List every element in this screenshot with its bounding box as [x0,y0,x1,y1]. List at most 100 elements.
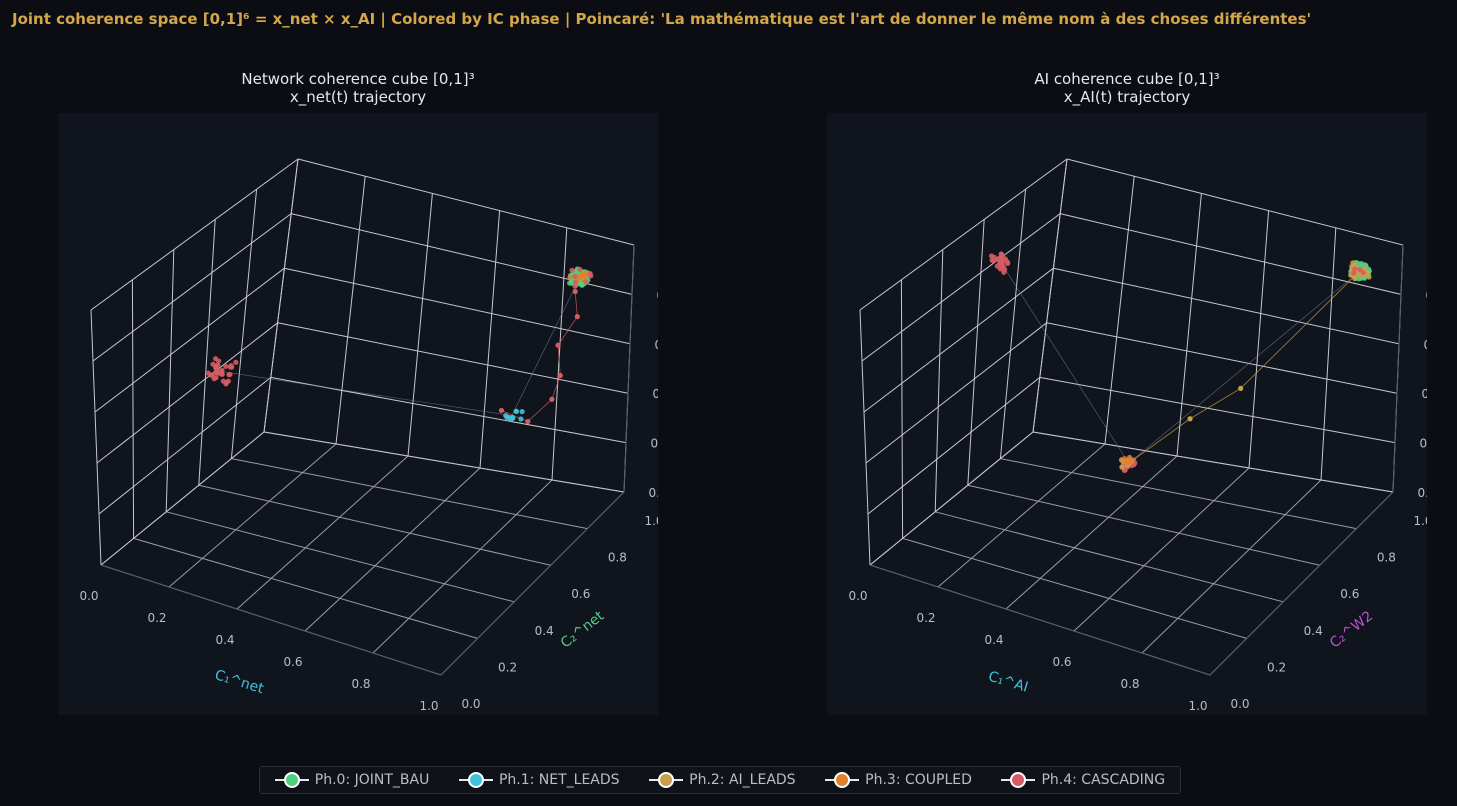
wall-grid-line [92,213,292,362]
panel-title: Network coherence cube [0,1]³ x_net(t) t… [58,70,658,106]
data-point [567,274,573,280]
wall-grid-line [863,267,1054,413]
trajectory-segment [221,371,512,416]
wall-grid-line [859,309,871,566]
x-tick-label: 0.8 [1120,677,1139,691]
floor-grid-line [902,537,1247,639]
data-point [211,376,217,382]
floor-grid-line [168,443,337,588]
data-point [1365,270,1371,276]
data-point [519,409,525,415]
z-tick-label: 0.0 [648,486,658,500]
z-tick-label: 0.4 [652,387,658,401]
floor-grid-line [372,479,553,654]
panel-title-line1: Network coherence cube [0,1]³ [241,70,475,88]
legend-item-phase-3[interactable]: Ph.3: COUPLED [825,772,972,788]
y-tick-label: 0.4 [1304,624,1323,638]
legend-label: Ph.3: COUPLED [865,772,972,788]
data-point [989,253,995,259]
trajectory-point [557,372,563,379]
trajectory-point [1187,416,1193,422]
legend-item-phase-4[interactable]: Ph.4: CASCADING [1001,772,1165,788]
wall-grid-line [407,193,433,457]
wall-grid-line [263,158,299,433]
wall-grid-line [198,219,216,486]
legend-marker [274,772,309,788]
wall-grid-line [90,158,299,311]
y-tick-label: 0.6 [571,587,590,601]
x-axis-line [869,564,1211,676]
data-point [572,283,578,289]
y-axis-line [1209,491,1394,676]
data-point [569,267,575,273]
y-tick-label: 0.0 [1230,697,1249,711]
wall-grid-line [999,189,1027,459]
trajectory-point [572,288,578,295]
z-tick-label: 0.8 [656,288,658,302]
wall-grid-line [1053,267,1400,345]
wall-grid-line [1248,210,1270,469]
legend-marker [649,772,684,788]
x-tick-label: 0.4 [215,633,234,647]
data-point [1360,270,1366,276]
y-tick-label: 1.0 [644,514,658,528]
data-point [228,363,234,369]
y-tick-label: 0.2 [498,660,517,674]
floor-grid-line [304,467,481,632]
ai-3d-scatter-plot[interactable]: 0.0 0.2 0.4 0.6 0.8 1.0 0.0 0.2 0.4 0.6 0.8 1.0 0.0 0… [827,113,1427,715]
wall-grid-line [1176,193,1202,457]
legend-item-phase-1[interactable]: Ph.1: NET_LEADS [458,772,620,788]
z-tick-label: 0.4 [1421,387,1427,401]
legend-label: Ph.1: NET_LEADS [498,772,620,788]
wall-grid-line [335,176,366,445]
trajectory-point [549,396,555,402]
panel-title-line2: x_net(t) trajectory [289,88,427,106]
ai-cube-panel: AI coherence cube [0,1]³ x_AI(t) traject… [827,60,1427,715]
x-tick-label: 1.0 [419,699,438,713]
data-point [1351,270,1357,276]
trajectory-point [498,407,505,414]
network-cube-panel: Network coherence cube [0,1]³ x_net(t) t… [58,60,658,715]
trajectory-segment [999,260,1130,464]
wall-grid-line [861,213,1061,362]
y-tick-label: 0.0 [461,697,480,711]
panel-title-line2: x_AI(t) trajectory [1063,88,1191,106]
wall-grid-line [1039,376,1396,444]
floor-grid-line [937,443,1106,588]
wall-grid-line [859,158,1068,311]
z-tick-label: 0.2 [1419,437,1427,451]
panel-title: AI coherence cube [0,1]³ x_AI(t) traject… [827,70,1427,106]
network-3d-scatter-plot[interactable]: 0.0 0.2 0.4 0.6 0.8 1.0 0.0 0.2 0.4 0.6 0.8 1.0 0.0 0… [58,113,658,715]
data-point [572,279,579,285]
figure-suptitle: Joint coherence space [0,1]⁶ = x_net × x… [12,10,1312,28]
axes-grid [859,158,1404,676]
floor-grid-line [236,455,409,610]
wall-grid-line [1104,176,1135,445]
wall-grid-line [230,189,258,459]
z-tick-label: 0.0 [1417,486,1427,500]
legend-marker [458,772,493,788]
data-point [513,408,519,414]
wall-grid-line [90,309,102,566]
data-point [991,258,997,264]
plot-background [827,113,1427,715]
wall-grid-line [98,377,272,515]
legend-item-phase-2[interactable]: Ph.2: AI_LEADS [649,772,796,788]
floor-grid-line [133,537,478,639]
z-tick-label: 0.6 [654,338,658,352]
y-tick-label: 0.6 [1340,587,1359,601]
legend-item-phase-0[interactable]: Ph.0: JOINT_BAU [274,772,429,788]
x-tick-label: 0.6 [1052,655,1071,669]
data-point [518,416,524,422]
data-point [216,358,222,364]
x-tick-label: 0.2 [147,611,166,625]
wall-grid-line [1320,227,1337,481]
y-tick-label: 0.8 [608,551,627,565]
z-tick-label: 0.8 [1425,288,1427,302]
trajectory-segment [1128,271,1360,464]
trajectory-point [1238,385,1244,392]
y-tick-label: 1.0 [1413,514,1427,528]
floor-grid-line [166,511,515,603]
wall-grid-line [867,377,1041,515]
wall-grid-line [96,322,278,464]
